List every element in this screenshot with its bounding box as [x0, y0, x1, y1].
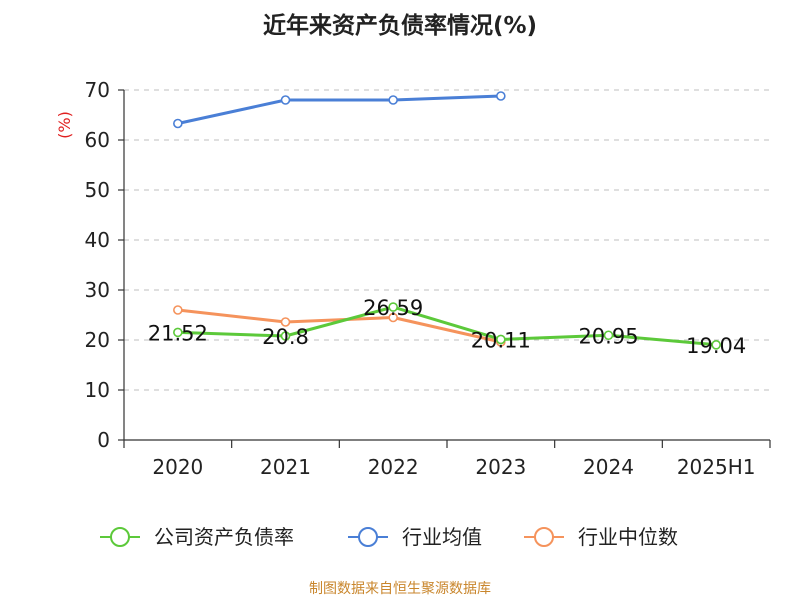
- x-tick-label: 2024: [583, 455, 634, 479]
- legend-swatch-marker: [110, 527, 130, 547]
- chart-title: 近年来资产负债率情况(%): [262, 13, 538, 39]
- y-tick-label: 0: [97, 428, 110, 452]
- data-point: [280, 331, 291, 341]
- data-label: 26.59: [363, 296, 423, 320]
- data-point: [280, 317, 291, 327]
- y-tick-label: 60: [85, 128, 110, 152]
- data-label: 19.04: [686, 334, 746, 358]
- data-point: [173, 327, 183, 338]
- data-point: [173, 305, 183, 315]
- y-tick-label: 40: [85, 228, 110, 252]
- x-tick-label: 2021: [260, 455, 311, 479]
- data-label: 20.95: [578, 324, 638, 348]
- y-tick-label: 50: [85, 178, 110, 202]
- y-tick-label: 70: [85, 78, 110, 102]
- y-tick-label: 30: [85, 278, 110, 302]
- y-tick-label: 10: [85, 378, 110, 402]
- legend-swatch-marker: [534, 527, 554, 547]
- series-line: [177, 305, 717, 347]
- data-label: 20.8: [262, 325, 309, 349]
- x-tick-label: 2025H1: [677, 455, 756, 479]
- data-point: [173, 118, 183, 129]
- data-point: [280, 95, 291, 105]
- data-point: [496, 334, 506, 345]
- source-note: 制图数据来自恒生聚源数据库: [309, 581, 491, 597]
- legend-swatch-marker: [358, 527, 378, 547]
- x-tick-label: 2022: [368, 455, 419, 479]
- data-point: [388, 312, 398, 323]
- data-labels: 21.52 20.8 26.59 20.11 20.95 19.04: [148, 296, 746, 358]
- data-point: [388, 302, 398, 312]
- legend-label: 公司资产负债率: [154, 525, 294, 549]
- series-line: [177, 308, 502, 344]
- x-tick-label: 2020: [152, 455, 203, 479]
- data-point: [496, 91, 506, 101]
- data-label: 21.52: [148, 321, 208, 345]
- y-tick-label: 20: [85, 328, 110, 352]
- grid-lines: [124, 89, 770, 391]
- x-tick-label: 2023: [475, 455, 526, 479]
- series-lines: [173, 91, 721, 350]
- legend-label: 行业中位数: [578, 525, 678, 549]
- data-point: [711, 339, 721, 350]
- legend-label: 行业均值: [402, 525, 482, 549]
- data-point: [388, 95, 398, 105]
- y-axis-label: (%): [55, 111, 74, 139]
- series-line: [177, 94, 501, 125]
- data-point: [603, 330, 614, 341]
- data-label: 20.11: [471, 328, 531, 352]
- axes: 0 10 20 30 40 50 60 70 (%) 2020 2021 2022 2023 2024 20…: [55, 78, 771, 479]
- legend: 公司资产负债率 行业均值 行业中位数: [100, 525, 678, 549]
